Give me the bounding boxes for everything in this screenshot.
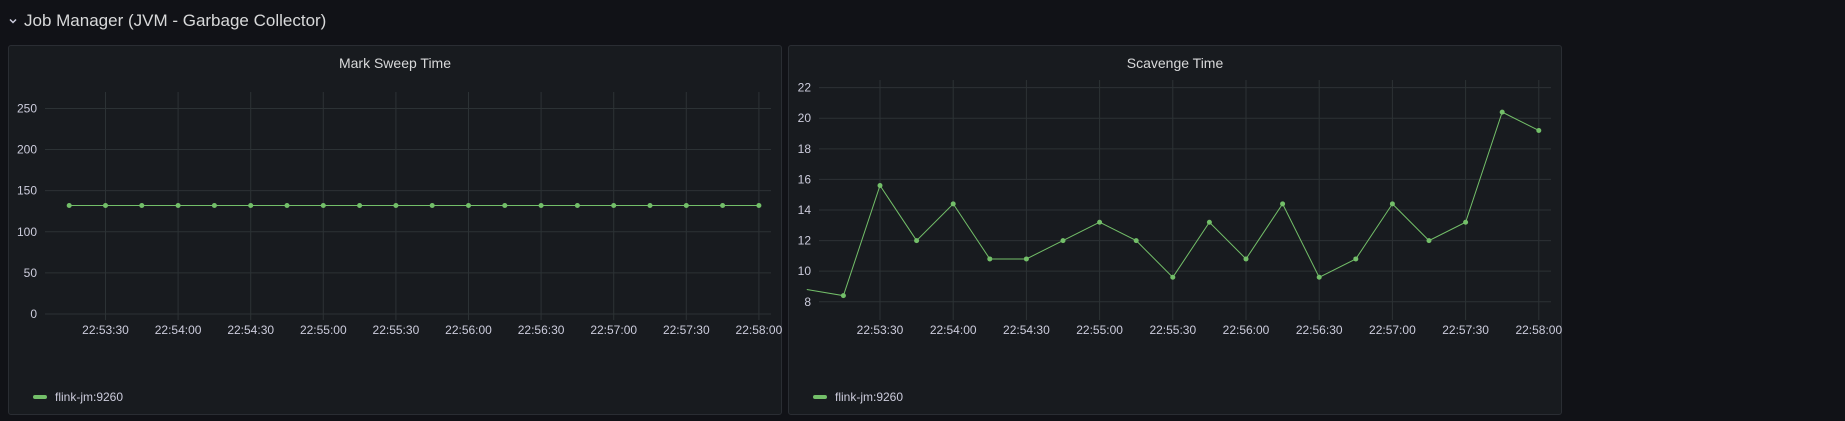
- x-tick-label: 22:56:30: [1296, 323, 1343, 337]
- data-point[interactable]: [574, 202, 580, 208]
- data-point[interactable]: [1389, 201, 1395, 207]
- data-point[interactable]: [284, 202, 290, 208]
- x-tick-label: 22:55:30: [373, 323, 420, 337]
- data-point[interactable]: [1133, 238, 1139, 244]
- y-tick-label: 100: [17, 225, 37, 239]
- row-title: Job Manager (JVM - Garbage Collector): [24, 11, 327, 30]
- data-point[interactable]: [175, 202, 181, 208]
- data-point[interactable]: [1499, 109, 1505, 115]
- x-tick-label: 22:58:00: [1515, 323, 1562, 337]
- y-tick-label: 50: [24, 266, 38, 280]
- panel-title[interactable]: Scavenge Time: [1126, 55, 1224, 71]
- y-tick-label: 18: [798, 142, 812, 156]
- x-tick-label: 22:54:30: [227, 323, 274, 337]
- data-point[interactable]: [647, 202, 653, 208]
- x-tick-label: 22:56:00: [445, 323, 492, 337]
- x-tick-label: 22:56:00: [1223, 323, 1270, 337]
- data-point[interactable]: [1243, 256, 1249, 262]
- y-tick-label: 150: [17, 184, 37, 198]
- y-tick-label: 8: [804, 295, 811, 309]
- x-tick-label: 22:54:00: [930, 323, 977, 337]
- data-point[interactable]: [720, 202, 726, 208]
- y-tick-label: 0: [30, 307, 37, 321]
- data-point[interactable]: [950, 201, 956, 207]
- data-point[interactable]: [877, 183, 883, 189]
- x-tick-label: 22:57:00: [590, 323, 637, 337]
- y-tick-label: 14: [798, 203, 812, 217]
- data-point[interactable]: [756, 202, 762, 208]
- x-tick-label: 22:55:00: [1076, 323, 1123, 337]
- data-point[interactable]: [840, 293, 846, 299]
- x-tick-label: 22:54:30: [1003, 323, 1050, 337]
- data-point[interactable]: [1280, 201, 1286, 207]
- data-point[interactable]: [248, 202, 254, 208]
- data-point[interactable]: [1426, 238, 1432, 244]
- data-point[interactable]: [914, 238, 920, 244]
- y-tick-label: 200: [17, 143, 37, 157]
- data-point[interactable]: [987, 256, 993, 262]
- data-point[interactable]: [502, 202, 508, 208]
- y-tick-label: 10: [798, 264, 812, 278]
- legend-color-swatch: [813, 395, 827, 399]
- x-tick-label: 22:57:30: [663, 323, 710, 337]
- legend-color-swatch: [33, 395, 47, 399]
- chart-scavenge-time[interactable]: 8 10 12 14 16 18 20 22 22:53:30 22:54:00 22:54:30 2…: [789, 46, 1563, 416]
- x-tick-label: 22:53:30: [857, 323, 904, 337]
- x-tick-label: 22:56:30: [518, 323, 565, 337]
- x-tick-label: 22:57:30: [1442, 323, 1489, 337]
- x-tick-label: 22:55:30: [1149, 323, 1196, 337]
- data-point[interactable]: [1170, 274, 1176, 280]
- legend-label: flink-jm:9260: [55, 390, 124, 404]
- y-tick-label: 20: [798, 111, 812, 125]
- data-point[interactable]: [538, 202, 544, 208]
- x-tick-label: 22:57:00: [1369, 323, 1416, 337]
- legend-item[interactable]: flink-jm:9260: [33, 390, 123, 404]
- data-point[interactable]: [1353, 256, 1359, 262]
- chart-mark-sweep-time[interactable]: 0 50 100 150 200 250 22:53:30 22:54:00 22:54:30 2…: [9, 46, 783, 416]
- x-tick-label: 22:53:30: [82, 323, 129, 337]
- x-tick-label: 22:55:00: [300, 323, 347, 337]
- data-point[interactable]: [139, 202, 145, 208]
- panel-mark-sweep-time[interactable]: Mark Sweep Time 0 50 100 150 200 250 22:53:30 2…: [8, 45, 783, 416]
- y-tick-label: 22: [798, 81, 812, 95]
- data-point[interactable]: [320, 202, 326, 208]
- legend-label: flink-jm:9260: [835, 390, 904, 404]
- data-point[interactable]: [1097, 219, 1103, 225]
- data-point[interactable]: [103, 202, 108, 208]
- data-point[interactable]: [393, 202, 399, 208]
- data-point[interactable]: [1023, 256, 1029, 262]
- data-point[interactable]: [1536, 127, 1542, 133]
- data-point[interactable]: [1060, 238, 1066, 244]
- y-tick-label: 16: [798, 172, 812, 186]
- chevron-down-icon[interactable]: [8, 16, 18, 26]
- legend-item[interactable]: flink-jm:9260: [813, 390, 903, 404]
- x-tick-label: 22:58:00: [736, 323, 783, 337]
- data-point[interactable]: [1463, 219, 1469, 225]
- data-point[interactable]: [611, 202, 617, 208]
- panel-scavenge-time[interactable]: Scavenge Time 8 10 12 14 16 18 20 22 22:53:30 22:…: [788, 45, 1562, 415]
- data-point[interactable]: [1206, 219, 1212, 225]
- data-point[interactable]: [683, 202, 689, 208]
- y-tick-label: 250: [17, 101, 37, 115]
- data-point[interactable]: [466, 202, 471, 208]
- data-point[interactable]: [1316, 274, 1322, 280]
- data-point[interactable]: [66, 202, 72, 208]
- y-tick-label: 12: [798, 234, 812, 248]
- x-tick-label: 22:54:00: [155, 323, 202, 337]
- data-point[interactable]: [429, 202, 435, 208]
- panel-title[interactable]: Mark Sweep Time: [338, 55, 452, 71]
- data-point[interactable]: [357, 202, 363, 208]
- row-header-job-manager-gc[interactable]: Job Manager (JVM - Garbage Collector): [8, 8, 326, 34]
- data-point[interactable]: [211, 202, 217, 208]
